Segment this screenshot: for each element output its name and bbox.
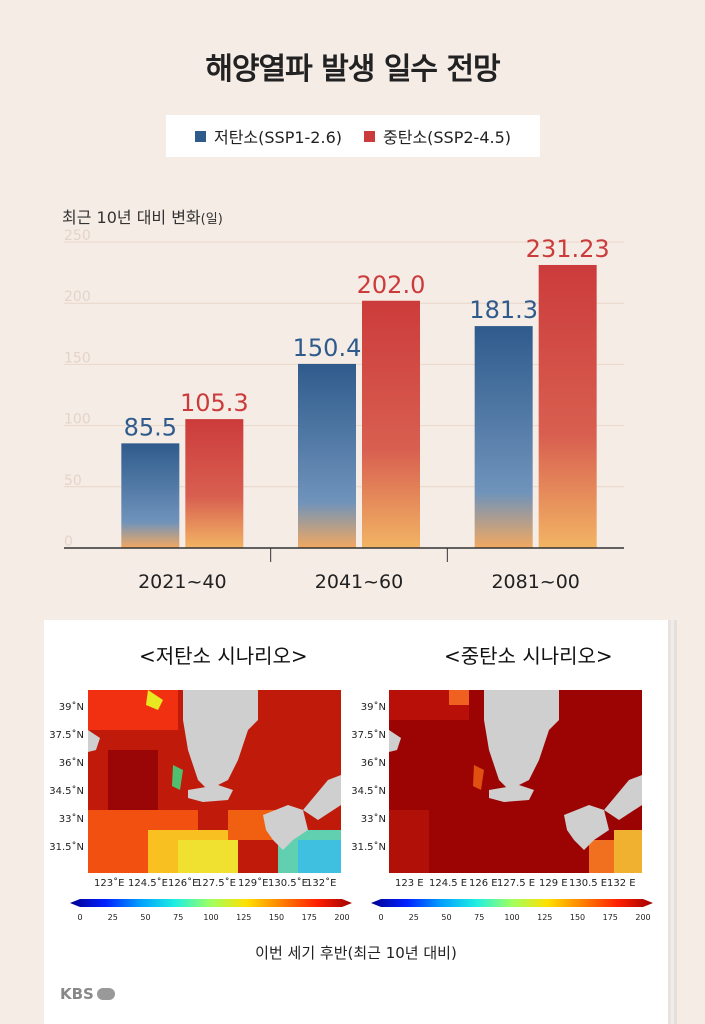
colorbar-tick: 175 [302,913,317,922]
lat-label: 37.5˚N [49,730,84,741]
colorbar-tick: 150 [570,913,585,922]
colorbar-right: 0 25 50 75 100 125 150 175 200 [371,899,653,922]
page-title: 해양열파 발생 일수 전망 [205,52,500,87]
y-tick-labels: 250 200 150 100 50 0 [64,228,91,550]
legend-label-mid: 중탄소(SSP2-4.5) [383,128,512,147]
x-tick-label: 2081~00 [491,571,579,593]
chart-legend: 저탄소(SSP1-2.6) 중탄소(SSP2-4.5) [166,115,540,157]
y-tick-label: 100 [64,412,91,428]
y-tick-label: 150 [64,350,91,366]
colorbar-tick: 150 [269,913,284,922]
heatmap-mid-scenario [389,690,642,873]
map-title-low: <저탄소 시나리오> [139,644,308,668]
lat-label: 36˚N [58,758,84,769]
lon-label: 127.5˚E [196,878,236,889]
data-label: 181.3 [469,296,538,324]
colorbar-gradient [70,899,352,907]
colorbar-gradient [371,899,653,907]
bar-mid-1 [362,300,420,548]
colorbar-tick: 175 [603,913,618,922]
x-tick-label: 2021~40 [138,571,226,593]
maps-panel: <저탄소 시나리오> <중탄소 시나리오> 39˚N 37.5˚N 36˚N 34.5… [44,620,668,1024]
lat-label: 36˚N [360,758,386,769]
y-axis-label-main: 최근 10년 대비 변화 [62,208,201,227]
lon-label: 124.5 E [429,878,468,889]
colorbar-tick: 50 [140,913,150,922]
lon-label: 127.5 E [497,878,536,889]
data-label: 150.4 [293,334,362,362]
y-tick-label: 200 [64,289,91,305]
lon-label: 123˚E [94,878,125,889]
y-tick-label: 0 [64,534,73,550]
bars [121,264,597,548]
heatmap-low-scenario [88,690,341,873]
lat-label: 33˚N [58,814,84,825]
lat-label: 31.5˚N [49,842,84,853]
legend-swatch-mid [364,130,375,142]
lon-label: 126 E [469,878,498,889]
data-label: 105.3 [180,389,249,417]
y-axis-label: 최근 10년 대비 변화(일) [62,204,223,228]
data-label: 202.0 [357,271,426,299]
colorbar-tick: 75 [474,913,484,922]
lat-label: 31.5˚N [351,842,386,853]
y-tick-label: 250 [64,228,91,244]
lon-labels-left: 123˚E 124.5˚E 126˚E 127.5˚E 129˚E 130.5˚E 132˚… [88,878,341,892]
colorbar-tick: 25 [108,913,118,922]
lon-label: 124.5˚E [128,878,168,889]
colorbar-tick: 125 [537,913,552,922]
lon-labels-right: 123 E 124.5 E 126 E 127.5 E 129 E 130.5 E 132 … [389,878,642,892]
colorbar-tick: 100 [504,913,519,922]
colorbar-left: 0 25 50 75 100 125 150 175 200 [70,899,352,922]
colorbar-tick: 75 [173,913,183,922]
lat-label: 37.5˚N [351,730,386,741]
y-axis-label-unit: (일) [200,212,223,227]
colorbar-tick: 0 [378,913,383,922]
colorbar-tick: 200 [334,913,349,922]
colorbar-tick: 0 [77,913,82,922]
legend-swatch-low [194,130,206,142]
lon-label: 132˚E [306,878,337,889]
map-title-mid: <중탄소 시나리오> [444,644,613,668]
bar-mid-0 [185,419,244,548]
x-axis: 2021~40 2041~60 2081~00 [64,547,624,593]
bar-low-1 [298,363,356,548]
lat-label: 39˚N [58,702,84,713]
lon-label: 129 E [539,878,568,889]
colorbar-tick: 125 [236,913,251,922]
lat-label: 39˚N [360,702,386,713]
lat-label: 33˚N [360,814,386,825]
legend-item-low-carbon: 저탄소(SSP1-2.6) [194,124,342,148]
legend-label-low: 저탄소(SSP1-2.6) [213,128,342,147]
bar-mid-2 [538,264,597,548]
maps-caption: 이번 세기 후반(최근 10년 대비) [255,944,457,962]
bar-low-2 [474,326,533,548]
kbs-logo-text: KBS [60,985,94,1003]
lon-label: 132 E [607,878,636,889]
colorbar-tick: 25 [409,913,419,922]
lon-label: 130.5˚E [268,878,308,889]
y-tick-label: 50 [64,473,82,489]
lon-label: 129˚E [238,878,269,889]
colorbar-tick: 200 [635,913,650,922]
colorbar-tick: 100 [203,913,218,922]
kbs-logo-icon [96,988,115,1000]
data-label: 85.5 [124,413,177,441]
lon-label: 130.5 E [569,878,608,889]
x-tick-label: 2041~60 [315,571,403,593]
data-label: 231.23 [526,235,610,263]
lat-label: 34.5˚N [49,786,84,797]
legend-item-mid-carbon: 중탄소(SSP2-4.5) [364,124,511,148]
lon-label: 123 E [395,878,424,889]
lon-label: 126˚E [168,878,199,889]
colorbar-tick: 50 [441,913,451,922]
lat-label: 34.5˚N [351,786,386,797]
kbs-logo: KBS [60,985,115,1003]
bar-low-0 [121,443,180,548]
